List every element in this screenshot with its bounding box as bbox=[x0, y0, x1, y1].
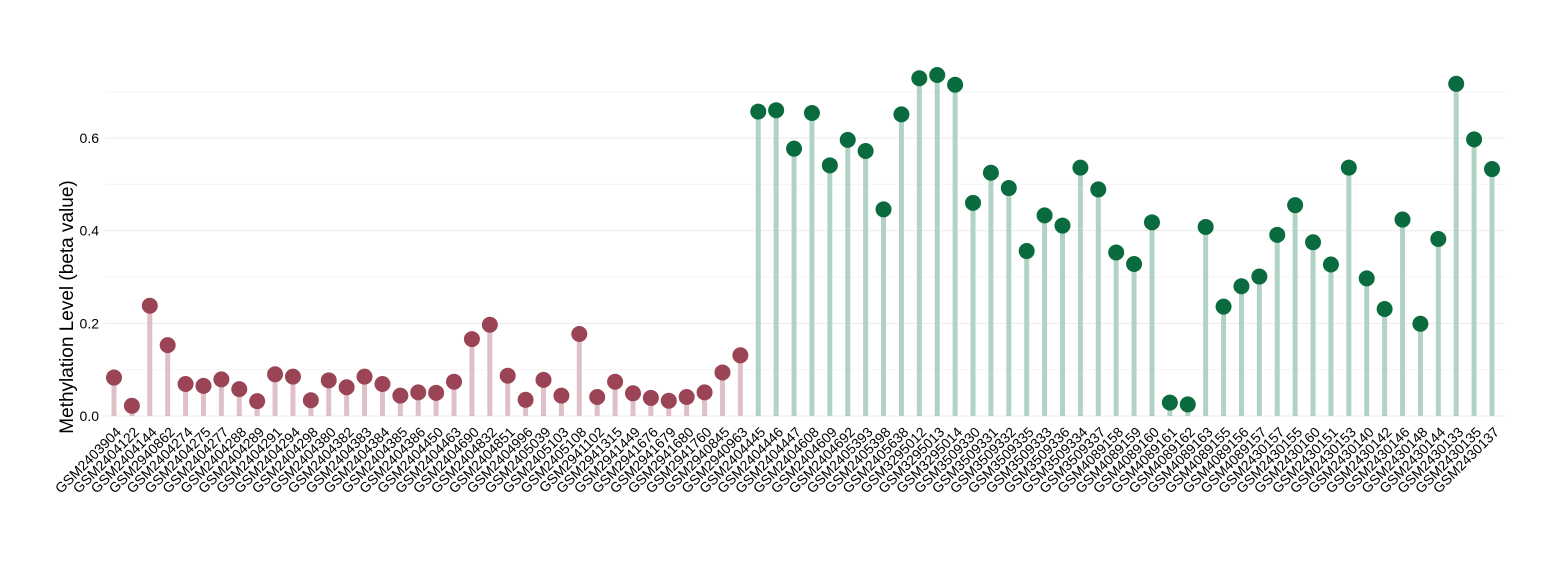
data-point bbox=[284, 368, 301, 385]
data-point bbox=[1269, 226, 1286, 243]
data-point bbox=[1054, 217, 1071, 234]
data-point bbox=[947, 76, 964, 93]
data-point bbox=[1197, 218, 1214, 235]
data-point bbox=[392, 387, 409, 404]
data-point bbox=[302, 392, 319, 409]
grid-lines bbox=[105, 91, 1505, 417]
data-point bbox=[1018, 243, 1035, 260]
data-point bbox=[929, 66, 946, 83]
data-point bbox=[803, 104, 820, 121]
data-point bbox=[517, 391, 534, 408]
data-point bbox=[1179, 396, 1196, 413]
lollipop-points bbox=[106, 66, 1500, 414]
data-point bbox=[1430, 231, 1447, 248]
data-point bbox=[1322, 256, 1339, 273]
data-point bbox=[1340, 159, 1357, 176]
data-point bbox=[463, 331, 480, 348]
data-point bbox=[911, 70, 928, 87]
data-point bbox=[1143, 214, 1160, 231]
data-point bbox=[446, 373, 463, 390]
data-point bbox=[213, 371, 230, 388]
data-point bbox=[1233, 278, 1250, 295]
y-tick-label: 0.2 bbox=[80, 315, 100, 331]
data-point bbox=[410, 384, 427, 401]
data-point bbox=[1215, 298, 1232, 315]
data-point bbox=[553, 387, 570, 404]
data-point bbox=[875, 201, 892, 218]
data-point bbox=[1448, 75, 1465, 92]
data-point bbox=[535, 371, 552, 388]
data-point bbox=[1394, 211, 1411, 228]
data-point bbox=[786, 140, 803, 157]
data-point bbox=[231, 381, 248, 398]
y-tick-label: 0.4 bbox=[80, 223, 100, 239]
data-point bbox=[1287, 197, 1304, 214]
data-point bbox=[750, 103, 767, 120]
data-point bbox=[607, 373, 624, 390]
data-point bbox=[374, 376, 391, 393]
data-point bbox=[159, 337, 176, 354]
data-point bbox=[821, 157, 838, 174]
data-point bbox=[571, 325, 588, 342]
data-point bbox=[642, 389, 659, 406]
data-point bbox=[1161, 394, 1178, 411]
data-point bbox=[1358, 270, 1375, 287]
data-point bbox=[141, 297, 158, 314]
data-point bbox=[1036, 207, 1053, 224]
data-point bbox=[696, 384, 713, 401]
data-point bbox=[1305, 234, 1322, 251]
data-point bbox=[338, 379, 355, 396]
data-point bbox=[660, 392, 677, 409]
y-tick-label: 0.0 bbox=[80, 408, 100, 424]
data-point bbox=[714, 364, 731, 381]
data-point bbox=[1108, 244, 1125, 261]
y-axis: 0.0 0.2 0.4 0.6 bbox=[80, 130, 100, 424]
data-point bbox=[481, 316, 498, 333]
data-point bbox=[1000, 180, 1017, 197]
data-point bbox=[1251, 268, 1268, 285]
data-point bbox=[177, 376, 194, 393]
data-point bbox=[1072, 159, 1089, 176]
data-point bbox=[123, 397, 140, 414]
data-point bbox=[732, 347, 749, 364]
data-point bbox=[893, 106, 910, 123]
data-point bbox=[982, 164, 999, 181]
data-point bbox=[624, 385, 641, 402]
data-point bbox=[428, 384, 445, 401]
data-point bbox=[499, 367, 516, 384]
data-point bbox=[195, 377, 212, 394]
y-tick-label: 0.6 bbox=[80, 130, 100, 146]
data-point bbox=[1412, 315, 1429, 332]
data-point bbox=[356, 368, 373, 385]
data-point bbox=[1090, 181, 1107, 198]
data-point bbox=[839, 131, 856, 148]
y-axis-label: Methylation Level (beta value) bbox=[57, 180, 78, 433]
data-point bbox=[106, 369, 122, 386]
data-point bbox=[589, 389, 606, 406]
data-point bbox=[1126, 256, 1143, 273]
data-point bbox=[965, 194, 982, 211]
data-point bbox=[320, 372, 337, 389]
data-point bbox=[1376, 300, 1393, 317]
data-point bbox=[857, 142, 874, 159]
data-point bbox=[249, 393, 266, 410]
data-point bbox=[768, 102, 785, 119]
data-point bbox=[1484, 161, 1500, 178]
data-point bbox=[678, 389, 695, 406]
lollipop-stems bbox=[111, 74, 1495, 416]
data-point bbox=[267, 366, 284, 383]
data-point bbox=[1466, 131, 1483, 148]
x-axis: GSM2403904GSM2404122GSM2404144GSM2940862… bbox=[52, 424, 1503, 497]
